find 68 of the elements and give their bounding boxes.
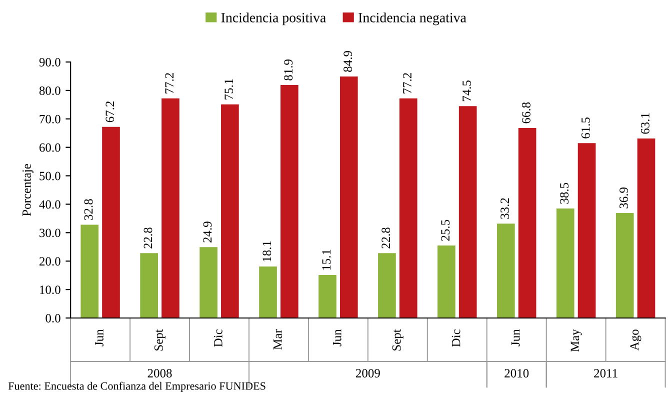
y-tick-label: 60.0 [40, 143, 60, 152]
bar [80, 224, 99, 318]
data-label: 22.8 [382, 228, 390, 248]
data-label: 77.2 [403, 73, 412, 94]
bar [200, 247, 218, 318]
y-tick-label: 80.0 [39, 86, 60, 95]
x-tick-label: Jun [511, 329, 520, 346]
bar [616, 213, 634, 318]
bar [259, 266, 277, 318]
bar [496, 224, 515, 318]
text: 2009 [356, 369, 380, 378]
x-tick-label: Ago [630, 330, 642, 351]
data-label: 22.8 [144, 228, 152, 248]
bar [556, 208, 574, 318]
data-label: 66.8 [522, 102, 530, 124]
x-tick-label: Jun [95, 329, 104, 346]
bar [280, 85, 298, 318]
data-label: 84.9 [344, 50, 352, 72]
bar [458, 106, 477, 318]
y-tick-label: 40.0 [39, 200, 60, 209]
y-tick-label: 10.0 [40, 286, 60, 294]
source-note: Fuente: Encuesta de Confianza del Empresario FUNIDES [8, 382, 266, 392]
data-label: 38.5 [560, 182, 569, 204]
data-label: 24.9 [203, 222, 212, 242]
x-tick-label: Dic [452, 329, 460, 347]
bar [378, 253, 396, 318]
data-label: 25.5 [441, 220, 450, 241]
y-tick-label: 30.0 [40, 228, 60, 238]
bar [340, 76, 358, 318]
y-tick-label: 50.0 [40, 172, 60, 180]
legend-label: Incidencia positiva [221, 12, 326, 26]
x-tick-label: Sept [392, 329, 404, 350]
data-label: 61.5 [582, 118, 590, 138]
data-label: 36.9 [620, 188, 628, 208]
y-tick-label: 0.0 [46, 314, 60, 323]
bar [162, 98, 180, 318]
bar [221, 104, 239, 318]
data-label: 74.5 [462, 80, 472, 102]
bar [438, 245, 456, 318]
text: 2008 [148, 369, 172, 378]
legend-label: Incidencia negativa [358, 12, 466, 26]
data-label: 18.1 [262, 241, 272, 262]
data-label: 77.2 [165, 73, 174, 94]
bar [140, 253, 158, 318]
x-tick-label: Jun [333, 329, 342, 346]
bar [318, 275, 336, 318]
y-tick-label: 90.0 [39, 58, 60, 67]
x-tick-label: Sept [154, 329, 166, 350]
data-label: 81.9 [284, 60, 293, 80]
bar [399, 98, 418, 318]
bar [518, 128, 536, 318]
x-tick-label: Mar [274, 329, 282, 350]
bar [102, 126, 120, 318]
bar [578, 143, 596, 318]
bar [637, 138, 656, 318]
x-tick-label: May [570, 329, 582, 352]
y-tick-label: 70.0 [40, 114, 60, 124]
x-tick-label: Dic [214, 329, 222, 347]
y-axis-title: Porcentaje [22, 164, 34, 216]
y-tick-label: 20.0 [40, 257, 60, 266]
text: 2010 [504, 369, 529, 378]
data-label: 63.1 [640, 113, 650, 134]
data-label: 75.1 [224, 79, 234, 100]
data-label: 67.2 [106, 102, 114, 122]
text: 2011 [594, 369, 618, 378]
data-label: 33.2 [500, 198, 510, 219]
data-label: 15.1 [322, 250, 331, 270]
data-label: 32.8 [84, 199, 93, 220]
